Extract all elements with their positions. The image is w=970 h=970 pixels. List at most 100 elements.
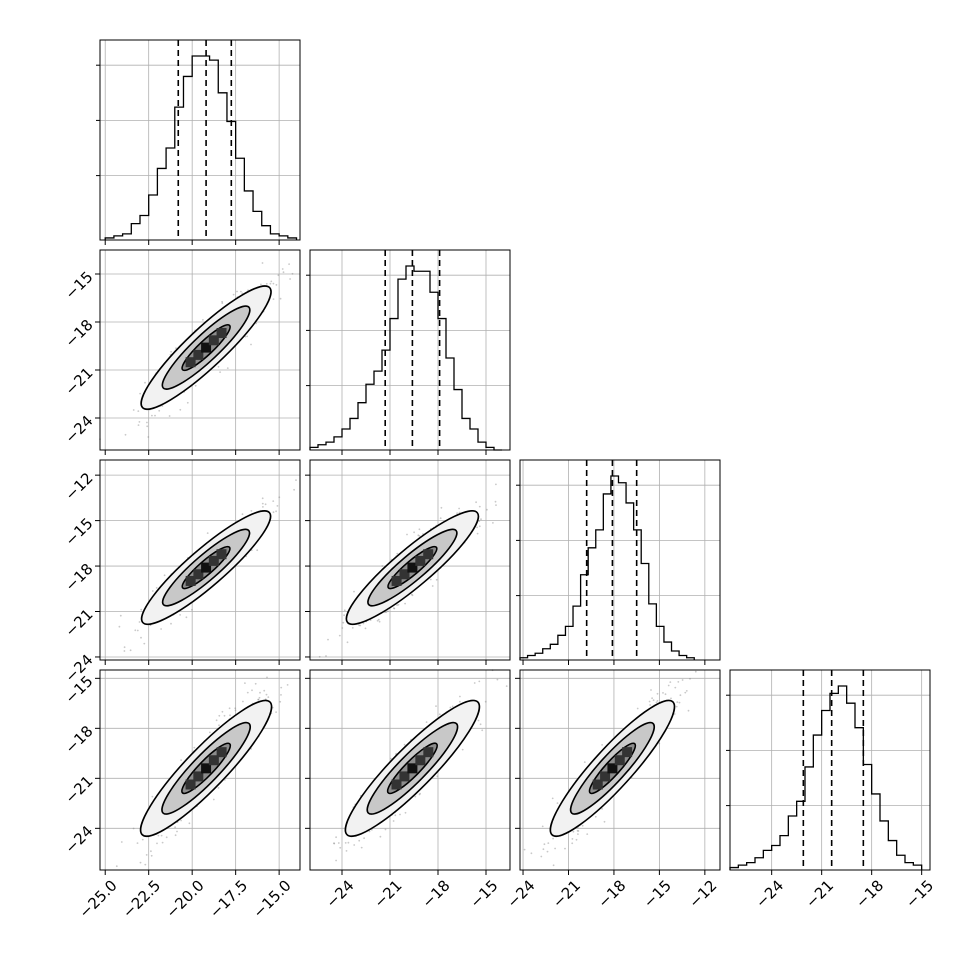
scatter-point	[138, 621, 141, 623]
scatter-point	[473, 682, 476, 684]
scatter-point	[339, 846, 342, 849]
scatter-point	[282, 271, 285, 274]
scatter-panel-3-0: −25.0−22.5−20.0−17.5−15.0−24−21−18−15	[61, 669, 301, 922]
x-tick-label-1-2: −18	[418, 876, 453, 911]
scatter-point	[179, 614, 182, 616]
scatter-point	[259, 691, 261, 694]
scatter-point	[134, 629, 137, 632]
scatter-point	[358, 839, 361, 842]
scatter-point	[194, 384, 197, 387]
scatter-point	[586, 833, 589, 835]
scatter-point	[451, 705, 454, 708]
density-pixel	[216, 327, 227, 338]
y-tick-label-2-1: −21	[61, 605, 96, 640]
density-pixel	[201, 342, 212, 353]
scatter-point	[674, 686, 677, 689]
scatter-point	[266, 676, 268, 679]
scatter-point	[289, 278, 291, 280]
scatter-point	[543, 843, 546, 846]
scatter-point	[179, 408, 182, 411]
scatter-point	[291, 272, 294, 275]
x-tick-label-3-2: −18	[852, 876, 887, 911]
panel-frame	[519, 669, 721, 871]
scatter-point	[244, 682, 246, 684]
scatter-point	[258, 696, 261, 699]
scatter-point	[191, 608, 193, 611]
scatter-point	[393, 607, 396, 610]
density-pixel	[185, 575, 196, 586]
scatter-point	[480, 518, 482, 521]
scatter-point	[540, 855, 543, 858]
scatter-point	[603, 820, 606, 823]
scatter-point	[277, 274, 280, 277]
scatter-point	[394, 814, 397, 817]
panel-frame	[309, 459, 511, 661]
scatter-point	[337, 842, 340, 844]
scatter-point	[393, 607, 395, 609]
scatter-point	[583, 761, 586, 763]
scatter-point	[158, 409, 161, 412]
scatter-point	[479, 723, 482, 726]
x-tick-label-2-2: −18	[594, 876, 629, 911]
scatter-point	[685, 690, 688, 692]
scatter-point	[396, 604, 398, 606]
scatter-point	[438, 713, 441, 716]
scatter-point	[530, 852, 533, 855]
scatter-point	[257, 698, 260, 701]
x-tick-label-3-3: −15	[902, 876, 937, 911]
scatter-point	[378, 620, 381, 623]
scatter-point	[458, 511, 461, 514]
density-pixel	[407, 763, 418, 774]
scatter-point	[678, 701, 681, 704]
scatter-point	[256, 549, 259, 552]
density-pixel	[614, 755, 625, 766]
scatter-point	[414, 795, 417, 798]
scatter-point	[684, 691, 687, 694]
scatter-point	[649, 704, 651, 706]
scatter-point	[139, 861, 142, 864]
scatter-point	[687, 709, 690, 712]
density-pixel	[193, 771, 204, 782]
scatter-point	[440, 506, 443, 509]
scatter-point	[246, 335, 249, 338]
panel-frame	[99, 459, 301, 661]
scatter-point	[185, 616, 188, 619]
scatter-point	[523, 848, 526, 851]
density-pixel	[607, 763, 618, 774]
scatter-point	[492, 522, 494, 524]
scatter-point	[280, 686, 283, 689]
scatter-point	[228, 707, 231, 710]
scatter-point	[459, 695, 461, 698]
scatter-point	[174, 826, 177, 829]
scatter-point	[449, 706, 452, 709]
scatter-point	[221, 710, 224, 713]
scatter-point	[295, 479, 297, 481]
scatter-point	[368, 830, 371, 833]
scatter-point	[250, 510, 253, 512]
histogram-1	[309, 265, 502, 451]
scatter-point	[151, 414, 153, 417]
scatter-point	[425, 721, 428, 723]
y-tick-label-1-1: −21	[61, 364, 96, 399]
scatter-panel-3-1: −24 −21 −18 −15	[305, 669, 511, 912]
scatter-point	[495, 504, 497, 506]
scatter-point	[418, 793, 421, 796]
density-pixel	[216, 747, 227, 758]
y-tick-label-1-0: −24	[61, 412, 96, 447]
scatter-point	[119, 614, 122, 617]
scatter-point	[650, 689, 652, 691]
scatter-panel-2-0: −24−21−18−15−12	[61, 459, 301, 686]
scatter-point	[358, 624, 360, 627]
scatter-point	[151, 795, 154, 798]
density-pixel	[391, 575, 402, 586]
scatter-point	[218, 714, 221, 717]
scatter-point	[679, 694, 682, 697]
scatter-point	[275, 510, 277, 513]
scatter-panel-3-2: −24 −21 −18 −15 −12	[503, 669, 721, 912]
scatter-point	[478, 680, 481, 683]
x-tick-label-0-1: −22.5	[119, 876, 164, 921]
scatter-point	[601, 808, 603, 810]
density-pixel	[391, 779, 402, 790]
hist-panel-1	[306, 249, 511, 455]
scatter-point	[494, 500, 497, 503]
